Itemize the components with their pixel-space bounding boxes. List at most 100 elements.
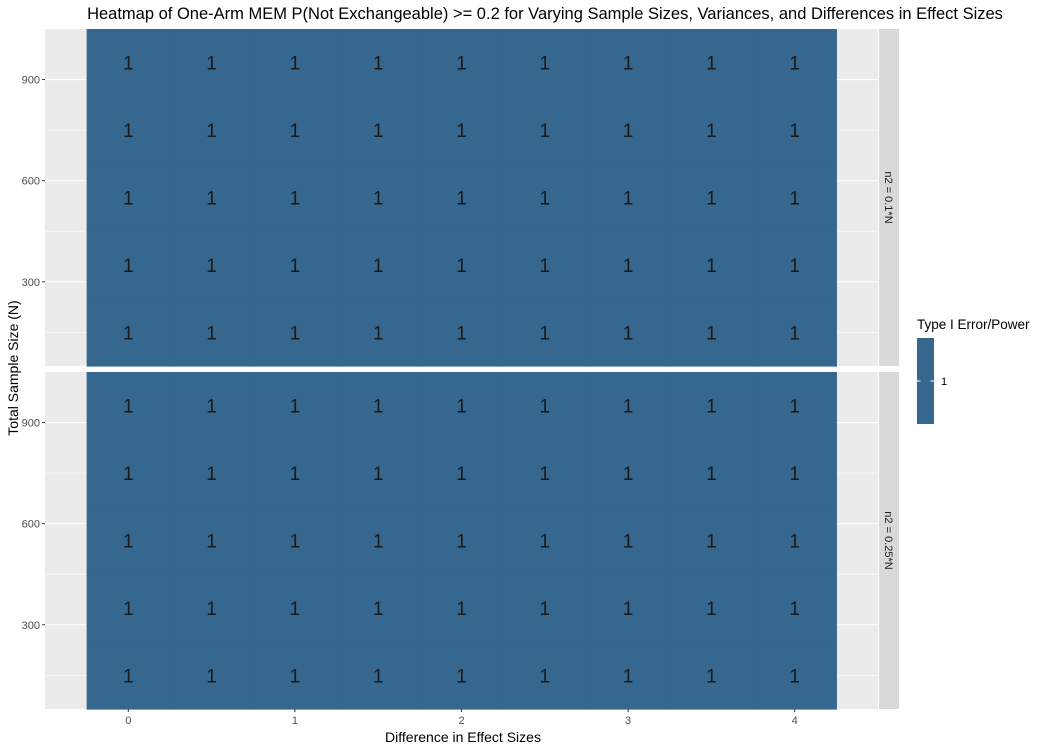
cell-value-label: 1 <box>789 256 800 277</box>
cell-value-label: 1 <box>123 256 134 277</box>
cell-value-label: 1 <box>789 464 800 485</box>
cell-value-label: 1 <box>789 397 800 418</box>
heatmap-tile <box>503 641 588 710</box>
cell-value-label: 1 <box>123 532 134 553</box>
cell-value-label: 1 <box>706 464 717 485</box>
heatmap-tile <box>753 231 837 300</box>
heatmap-tile <box>586 439 671 508</box>
heatmap-tile <box>169 163 254 232</box>
heatmap-tile <box>86 574 171 643</box>
cell-value-label: 1 <box>206 54 217 75</box>
heatmap-tile <box>419 163 504 232</box>
heatmap-tile <box>253 506 338 575</box>
cell-value-label: 1 <box>623 666 634 687</box>
cell-value-label: 1 <box>373 532 384 553</box>
x-tick-label: 3 <box>625 715 631 727</box>
cell-value-label: 1 <box>456 189 467 210</box>
facet-strip <box>879 29 899 366</box>
heatmap-tile <box>669 574 754 643</box>
x-tick-label: 4 <box>792 715 798 727</box>
cell-value-label: 1 <box>206 121 217 142</box>
cell-value-label: 1 <box>540 599 551 620</box>
y-tick-label: 900 <box>22 418 40 430</box>
cell-value-label: 1 <box>623 121 634 142</box>
cell-value-label: 1 <box>623 464 634 485</box>
heatmap-tile <box>169 372 254 440</box>
cell-value-label: 1 <box>706 323 717 344</box>
cell-value-label: 1 <box>206 323 217 344</box>
cell-value-label: 1 <box>373 256 384 277</box>
cell-value-label: 1 <box>706 599 717 620</box>
heatmap-tile <box>753 372 837 440</box>
cell-value-label: 1 <box>373 397 384 418</box>
cell-value-label: 1 <box>623 599 634 620</box>
cell-value-label: 1 <box>456 397 467 418</box>
heatmap-tile <box>586 298 671 367</box>
cell-value-label: 1 <box>540 189 551 210</box>
cell-value-label: 1 <box>206 464 217 485</box>
facet-strip <box>879 372 899 709</box>
heatmap-tile <box>336 231 421 300</box>
cell-value-label: 1 <box>373 121 384 142</box>
cell-value-label: 1 <box>290 397 301 418</box>
cell-value-label: 1 <box>623 397 634 418</box>
chart-title: Heatmap of One-Arm MEM P(Not Exchangeabl… <box>87 5 1003 23</box>
heatmap-tile <box>586 231 671 300</box>
cell-value-label: 1 <box>789 599 800 620</box>
heatmap-tile <box>503 574 588 643</box>
heatmap-tile <box>753 163 837 232</box>
heatmap-tile <box>419 372 504 440</box>
heatmap-tile <box>669 298 754 367</box>
cell-value-label: 1 <box>623 323 634 344</box>
cell-value-label: 1 <box>456 599 467 620</box>
heatmap-tile <box>169 439 254 508</box>
heatmap-tile <box>169 574 254 643</box>
cell-value-label: 1 <box>456 464 467 485</box>
cell-value-label: 1 <box>789 323 800 344</box>
heatmap-tile <box>419 96 504 165</box>
heatmap-tile <box>336 439 421 508</box>
cell-value-label: 1 <box>623 256 634 277</box>
cell-value-label: 1 <box>789 532 800 553</box>
heatmap-tile <box>586 574 671 643</box>
legend-value-label: 1 <box>941 376 947 388</box>
cell-value-label: 1 <box>706 189 717 210</box>
cell-value-label: 1 <box>706 666 717 687</box>
cell-value-label: 1 <box>706 54 717 75</box>
y-tick-label: 600 <box>22 519 40 531</box>
y-tick-label: 600 <box>22 176 40 188</box>
heatmap-tile <box>419 231 504 300</box>
heatmap-tile <box>253 372 338 440</box>
heatmap-tile <box>419 574 504 643</box>
x-axis-title: Difference in Effect Sizes <box>385 729 541 745</box>
cell-value-label: 1 <box>789 189 800 210</box>
heatmap-tile <box>503 231 588 300</box>
cell-value-label: 1 <box>540 397 551 418</box>
cell-value-label: 1 <box>706 397 717 418</box>
cell-value-label: 1 <box>123 189 134 210</box>
heatmap-tile <box>586 372 671 440</box>
cell-value-label: 1 <box>206 532 217 553</box>
cell-value-label: 1 <box>456 54 467 75</box>
cell-value-label: 1 <box>290 532 301 553</box>
cell-value-label: 1 <box>706 121 717 142</box>
heatmap-tile <box>503 163 588 232</box>
heatmap-tile <box>586 506 671 575</box>
heatmap-tile <box>169 29 254 97</box>
x-tick-label: 2 <box>458 715 464 727</box>
cell-value-label: 1 <box>290 323 301 344</box>
heatmap-tile <box>253 96 338 165</box>
cell-value-label: 1 <box>540 121 551 142</box>
cell-value-label: 1 <box>706 256 717 277</box>
heatmap-tile <box>86 163 171 232</box>
cell-value-label: 1 <box>290 121 301 142</box>
heatmap-tile <box>586 163 671 232</box>
heatmap-tile <box>336 29 421 97</box>
cell-value-label: 1 <box>290 599 301 620</box>
cell-value-label: 1 <box>290 256 301 277</box>
cell-value-label: 1 <box>540 323 551 344</box>
cell-value-label: 1 <box>373 599 384 620</box>
heatmap-tile <box>669 29 754 97</box>
cell-value-label: 1 <box>290 666 301 687</box>
heatmap-tile <box>753 574 837 643</box>
